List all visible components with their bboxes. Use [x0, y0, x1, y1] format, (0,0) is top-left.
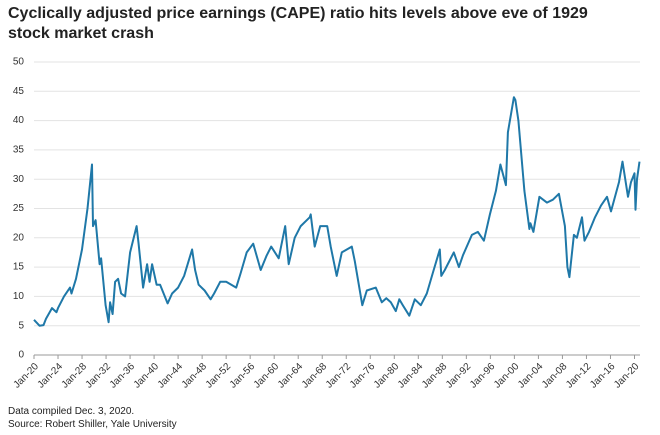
x-tick-label: Jan-20 — [12, 361, 42, 391]
x-tick-label: Jan-80 — [372, 361, 402, 391]
x-tick-label: Jan-04 — [516, 361, 546, 391]
y-tick-label: 30 — [13, 174, 25, 185]
y-tick-label: 45 — [13, 86, 25, 97]
x-tick-label: Jan-88 — [420, 361, 450, 391]
x-tick-label: Jan-40 — [132, 361, 162, 391]
y-tick-label: 10 — [13, 291, 25, 302]
x-tick-label: Jan-12 — [564, 361, 594, 391]
x-tick-label: Jan-52 — [204, 361, 234, 391]
x-tick-label: Jan-08 — [540, 361, 570, 391]
y-tick-label: 15 — [13, 262, 25, 273]
y-tick-label: 5 — [18, 320, 24, 331]
y-tick-label: 25 — [13, 203, 25, 214]
x-tick-label: Jan-84 — [396, 361, 426, 391]
x-tick-label: Jan-72 — [324, 361, 354, 391]
x-tick-label: Jan-20 — [612, 361, 642, 391]
y-tick-label: 0 — [18, 350, 24, 361]
x-tick-label: Jan-28 — [60, 361, 90, 391]
y-tick-label: 35 — [13, 145, 25, 156]
x-tick-label: Jan-96 — [468, 361, 498, 391]
note: Data compiled Dec. 3, 2020. — [8, 406, 135, 417]
x-tick-label: Jan-44 — [156, 361, 186, 391]
x-tick-label: Jan-56 — [228, 361, 258, 391]
x-tick-label: Jan-24 — [36, 361, 66, 391]
note: Source: Robert Shiller, Yale University — [8, 419, 177, 430]
x-tick-label: Jan-36 — [108, 361, 138, 391]
y-tick-label: 50 — [13, 57, 25, 68]
line — [33, 96, 641, 327]
chart-title: Cyclically adjusted price earnings (CAPE… — [8, 5, 588, 42]
x-tick-label: Jan-32 — [84, 361, 114, 391]
x-tick-label: Jan-76 — [348, 361, 378, 391]
x-tick-label: Jan-60 — [252, 361, 282, 391]
x-tick-label: Jan-48 — [180, 361, 210, 391]
x-tick-label: Jan-16 — [588, 361, 618, 391]
x-tick-label: Jan-64 — [276, 361, 306, 391]
y-tick-label: 20 — [13, 232, 25, 243]
x-tick-label: Jan-00 — [492, 361, 522, 391]
x-tick-label: Jan-68 — [300, 361, 330, 391]
x-tick-label: Jan-92 — [444, 361, 474, 391]
y-tick-label: 40 — [13, 115, 25, 126]
